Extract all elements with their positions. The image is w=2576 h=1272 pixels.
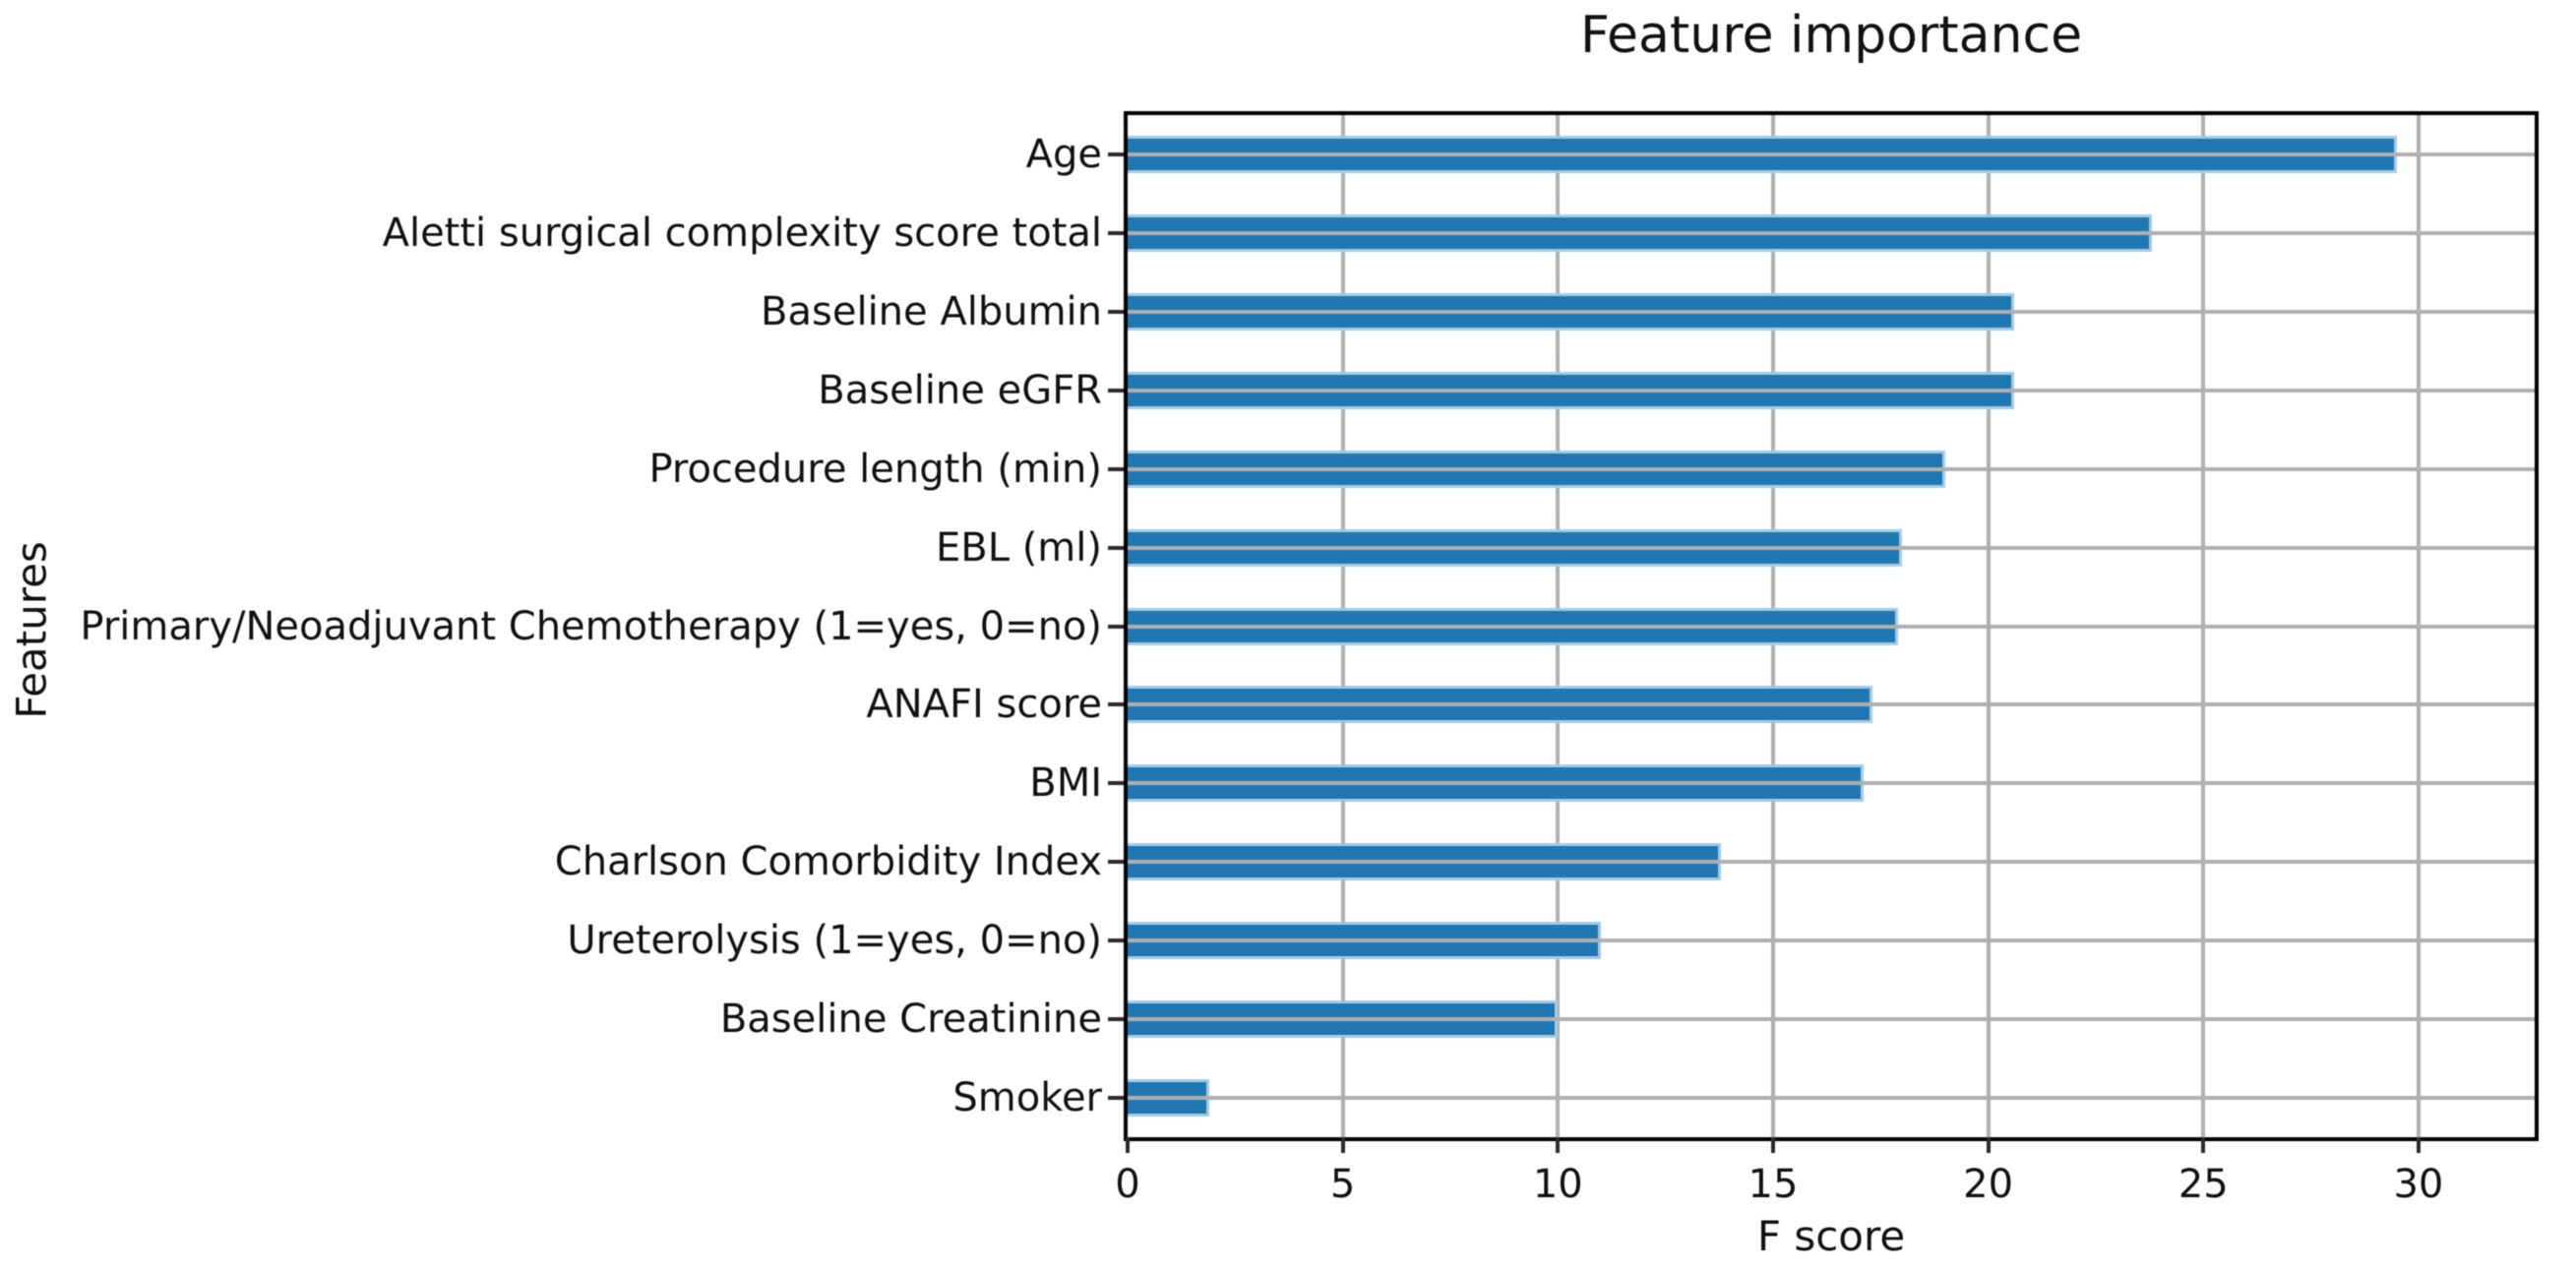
- y-tick-mark: [1108, 151, 1124, 156]
- y-tick-mark: [1108, 545, 1124, 550]
- h-gridline: [1128, 545, 2535, 550]
- x-tick-mark: [1556, 1137, 1561, 1153]
- y-tick-label: EBL (ml): [935, 524, 1102, 571]
- h-gridline: [1128, 466, 2535, 471]
- y-tick-label: Primary/Neoadjuvant Chemotherapy (1=yes,…: [80, 603, 1102, 649]
- h-gridline: [1128, 702, 2535, 707]
- x-tick-label: 15: [1748, 1162, 1799, 1207]
- h-gridline: [1128, 151, 2535, 156]
- y-tick-label: ANAFI score: [866, 682, 1102, 728]
- y-tick-mark: [1108, 388, 1124, 393]
- x-tick-mark: [1770, 1137, 1775, 1153]
- y-tick-label: Aletti surgical complexity score total: [382, 210, 1102, 256]
- h-gridline: [1128, 388, 2535, 393]
- h-gridline: [1128, 309, 2535, 314]
- x-tick-label: 10: [1532, 1162, 1583, 1207]
- x-tick-label: 30: [2393, 1162, 2444, 1207]
- x-tick-label: 25: [2177, 1162, 2229, 1207]
- x-tick-label: 20: [1963, 1162, 2014, 1207]
- x-tick-mark: [1126, 1137, 1130, 1153]
- x-axis-label: F score: [1756, 1212, 1906, 1260]
- y-tick-label: Procedure length (min): [648, 446, 1102, 492]
- y-tick-label: BMI: [1029, 760, 1102, 807]
- y-tick-mark: [1108, 1017, 1124, 1022]
- h-gridline: [1128, 1017, 2535, 1022]
- y-tick-label: Charlson Comorbidity Index: [554, 839, 1102, 885]
- x-tick-mark: [2201, 1137, 2206, 1153]
- plot-area: 0 5 10 15 20 25 30 Age Aletti surgical complexit…: [80, 111, 2539, 1206]
- h-gridline: [1128, 624, 2535, 629]
- x-tick-label: 5: [1329, 1162, 1356, 1207]
- y-tick-label: Age: [1025, 131, 1102, 177]
- y-tick-mark: [1108, 781, 1124, 786]
- x-tick-label: 0: [1115, 1162, 1140, 1207]
- y-tick-mark: [1108, 624, 1124, 629]
- y-axis-label: Features: [7, 541, 56, 719]
- h-gridline: [1128, 860, 2535, 865]
- y-tick-mark: [1108, 702, 1124, 707]
- y-tick-mark: [1108, 230, 1124, 235]
- y-tick-mark: [1108, 309, 1124, 314]
- y-tick-label: Baseline Albumin: [761, 288, 1102, 334]
- x-tick-mark: [2416, 1137, 2421, 1153]
- h-gridline: [1128, 939, 2535, 943]
- y-tick-label: Baseline eGFR: [818, 367, 1102, 413]
- y-tick-label: Baseline Creatinine: [719, 997, 1102, 1043]
- chart-title: Feature importance: [1579, 6, 2083, 65]
- y-tick-mark: [1108, 466, 1124, 471]
- h-gridline: [1128, 1096, 2535, 1101]
- y-tick-mark: [1108, 860, 1124, 865]
- y-tick-label: Ureterolysis (1=yes, 0=no): [567, 918, 1102, 964]
- y-tick-label: Smoker: [952, 1075, 1102, 1121]
- y-tick-mark: [1108, 939, 1124, 943]
- x-tick-mark: [1340, 1137, 1345, 1153]
- h-gridline: [1128, 230, 2535, 235]
- y-tick-mark: [1108, 1096, 1124, 1101]
- x-tick-mark: [1986, 1137, 1991, 1153]
- h-gridline: [1128, 781, 2535, 786]
